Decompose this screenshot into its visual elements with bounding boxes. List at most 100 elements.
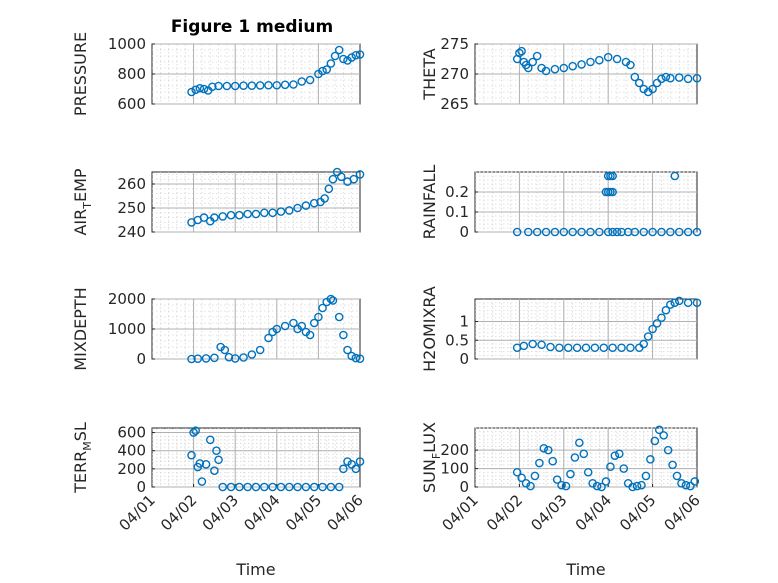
data-point (314, 312, 323, 322)
data-point (586, 227, 595, 237)
y-axis-label: PRESSURE (71, 32, 90, 116)
data-point (650, 436, 660, 446)
data-point (255, 345, 265, 355)
data-point (334, 45, 344, 55)
data-point (293, 482, 302, 492)
data-point (581, 343, 591, 353)
data-point (251, 209, 261, 219)
data-point (610, 451, 620, 460)
data-point (663, 445, 673, 455)
y-tick-label: 800 (117, 65, 146, 83)
data-point (634, 78, 644, 88)
data-point (595, 55, 604, 65)
y-tick-label: 0.5 (445, 331, 469, 349)
data-point (320, 194, 329, 203)
data-point (284, 206, 294, 215)
data-point (212, 446, 221, 455)
data-point (648, 227, 657, 237)
data-point (214, 81, 223, 91)
y-tick-label: 0.2 (445, 183, 469, 201)
data-point (210, 353, 219, 363)
data-point (652, 319, 662, 328)
data-point (326, 294, 336, 304)
data-point (191, 426, 200, 436)
data-point (559, 63, 569, 73)
data-point (654, 425, 664, 435)
data-point (272, 80, 282, 90)
data-point (230, 81, 240, 91)
data-point (305, 75, 315, 85)
data-point (309, 318, 319, 328)
data-point (528, 339, 538, 349)
data-point (603, 52, 613, 62)
data-point (293, 203, 302, 213)
data-point (343, 345, 352, 355)
data-point (632, 481, 642, 491)
data-point (189, 428, 198, 437)
data-point (322, 65, 332, 74)
subplot-air_temp: 240 250 260 AIRTEMP (71, 167, 365, 241)
data-point (309, 482, 319, 492)
data-point (512, 467, 522, 477)
data-point (532, 51, 542, 61)
y-tick-label: 400 (117, 442, 146, 460)
data-point (666, 300, 675, 309)
data-point (648, 84, 657, 94)
data-point (526, 481, 535, 491)
data-point (690, 477, 700, 486)
figure-title: Figure 1 medium (171, 17, 333, 37)
data-point (575, 438, 584, 448)
axes-frame (151, 427, 361, 488)
y-tick-label: 0 (136, 478, 146, 496)
data-point (349, 174, 359, 184)
data-point (260, 482, 269, 492)
data-point (672, 471, 682, 481)
y-tick-label: 1 (459, 313, 469, 331)
y-tick-label: 600 (117, 424, 146, 442)
data-point (239, 353, 248, 362)
y-axis-label: AIRTEMP (71, 168, 94, 235)
data-point (586, 57, 595, 67)
data-point (280, 80, 290, 90)
data-point (284, 482, 294, 492)
y-axis-label: SUNFLUX (420, 422, 443, 493)
axes-frame (151, 171, 361, 233)
data-point (260, 208, 269, 218)
data-point (297, 77, 307, 86)
data-point (661, 72, 671, 82)
data-point (628, 482, 637, 492)
data-point (528, 57, 538, 67)
data-point (339, 330, 348, 340)
data-point (264, 333, 273, 343)
data-point (193, 354, 203, 364)
data-point (543, 445, 553, 455)
data-point (608, 187, 617, 197)
data-point (255, 81, 265, 90)
data-point (268, 482, 277, 492)
data-point (326, 482, 336, 492)
data-point (657, 74, 666, 84)
data-point (339, 54, 348, 64)
data-point (318, 482, 327, 492)
data-point (550, 227, 560, 237)
data-point (214, 455, 223, 465)
data-point (617, 343, 626, 353)
data-point (683, 298, 693, 308)
data-point (355, 354, 365, 364)
data-point (661, 305, 671, 315)
x-axis-label: Time (235, 560, 275, 579)
data-point (588, 479, 597, 488)
data-point (677, 479, 686, 488)
data-point (626, 343, 635, 353)
data-point (577, 60, 586, 69)
data-point (517, 473, 526, 483)
data-point (546, 342, 555, 352)
data-point (657, 227, 666, 237)
data-point (334, 482, 344, 492)
data-point (226, 482, 236, 492)
data-point (535, 458, 544, 468)
data-point (568, 61, 577, 71)
y-tick-label: 0.1 (445, 203, 469, 221)
